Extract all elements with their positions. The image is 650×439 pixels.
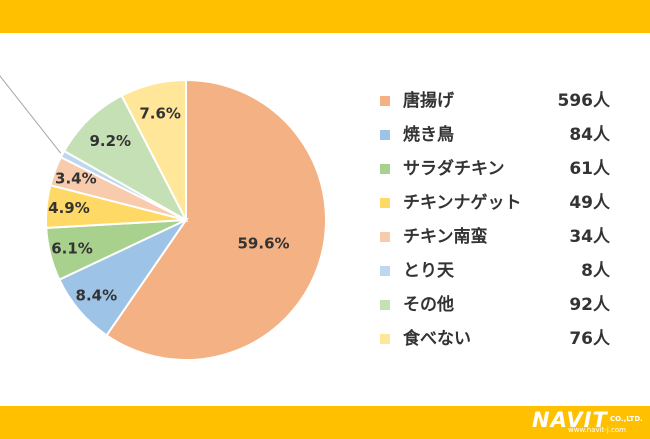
legend-item: チキンナゲット 49人: [372, 186, 632, 220]
top-banner-bar: [0, 0, 650, 33]
legend-count: 596人: [557, 91, 611, 111]
logo-company-suffix: CO.,LTD.: [610, 415, 643, 423]
legend-label: チキンナゲット: [403, 193, 522, 213]
legend-label: 焼き鳥: [403, 125, 454, 145]
legend-swatch: [380, 198, 390, 208]
pie-slice: [120, 78, 187, 221]
legend-count: 49人: [569, 193, 610, 213]
legend-item: チキン南蛮 34人: [372, 220, 632, 254]
pie-slice-percent-label: 59.6%: [238, 235, 290, 253]
legend-swatch: [380, 232, 390, 242]
legend-label: 食べない: [403, 329, 471, 349]
legend-swatch: [380, 164, 390, 174]
pie-slice: [105, 78, 327, 361]
chart-legend: 唐揚げ 596人焼き鳥 84人サラダチキン 61人チキンナゲット 49人チキン南蛮 34人…: [372, 84, 632, 356]
legend-label: サラダチキン: [403, 159, 505, 179]
pie-slice-percent-label: 9.2%: [89, 132, 131, 150]
pie-slice-percent-label: 8.4%: [76, 287, 118, 305]
legend-swatch: [380, 300, 390, 310]
navit-logo: NAVIT CO.,LTD. www.navit-j.com: [532, 408, 644, 436]
legend-count: 34人: [569, 227, 610, 247]
legend-item: とり天 8人: [372, 254, 632, 288]
legend-item: 焼き鳥 84人: [372, 118, 632, 152]
legend-count: 76人: [569, 329, 610, 349]
legend-count: 61人: [569, 159, 610, 179]
legend-count: 92人: [569, 295, 610, 315]
legend-swatch: [380, 334, 390, 344]
legend-item: 食べない 76人: [372, 322, 632, 356]
legend-item: その他 92人: [372, 288, 632, 322]
legend-label: とり天: [403, 261, 454, 281]
pie-label-leader-line: [0, 75, 62, 154]
pie-slice-percent-label: 3.4%: [55, 169, 97, 187]
legend-item: サラダチキン 61人: [372, 152, 632, 186]
pie-chart: 59.6%8.4%6.1%4.9%3.4%0.8%9.2%7.6%: [0, 75, 327, 361]
legend-label: その他: [403, 295, 454, 315]
pie-slice-percent-label: 4.9%: [48, 199, 90, 217]
logo-wordmark: NAVIT: [532, 408, 608, 432]
legend-count: 84人: [569, 125, 610, 145]
bottom-banner-bar: [0, 406, 650, 439]
legend-swatch: [380, 96, 390, 106]
legend-label: チキン南蛮: [403, 227, 488, 247]
legend-label: 唐揚げ: [403, 91, 454, 111]
legend-item: 唐揚げ 596人: [372, 84, 632, 118]
pie-slice-percent-label: 6.1%: [51, 239, 93, 257]
legend-swatch: [380, 266, 390, 276]
pie-slice: [62, 94, 189, 223]
legend-count: 8人: [581, 261, 610, 281]
pie-slice-percent-label: 7.6%: [139, 104, 181, 122]
legend-swatch: [380, 130, 390, 140]
logo-url: www.navit-j.com: [568, 426, 626, 434]
